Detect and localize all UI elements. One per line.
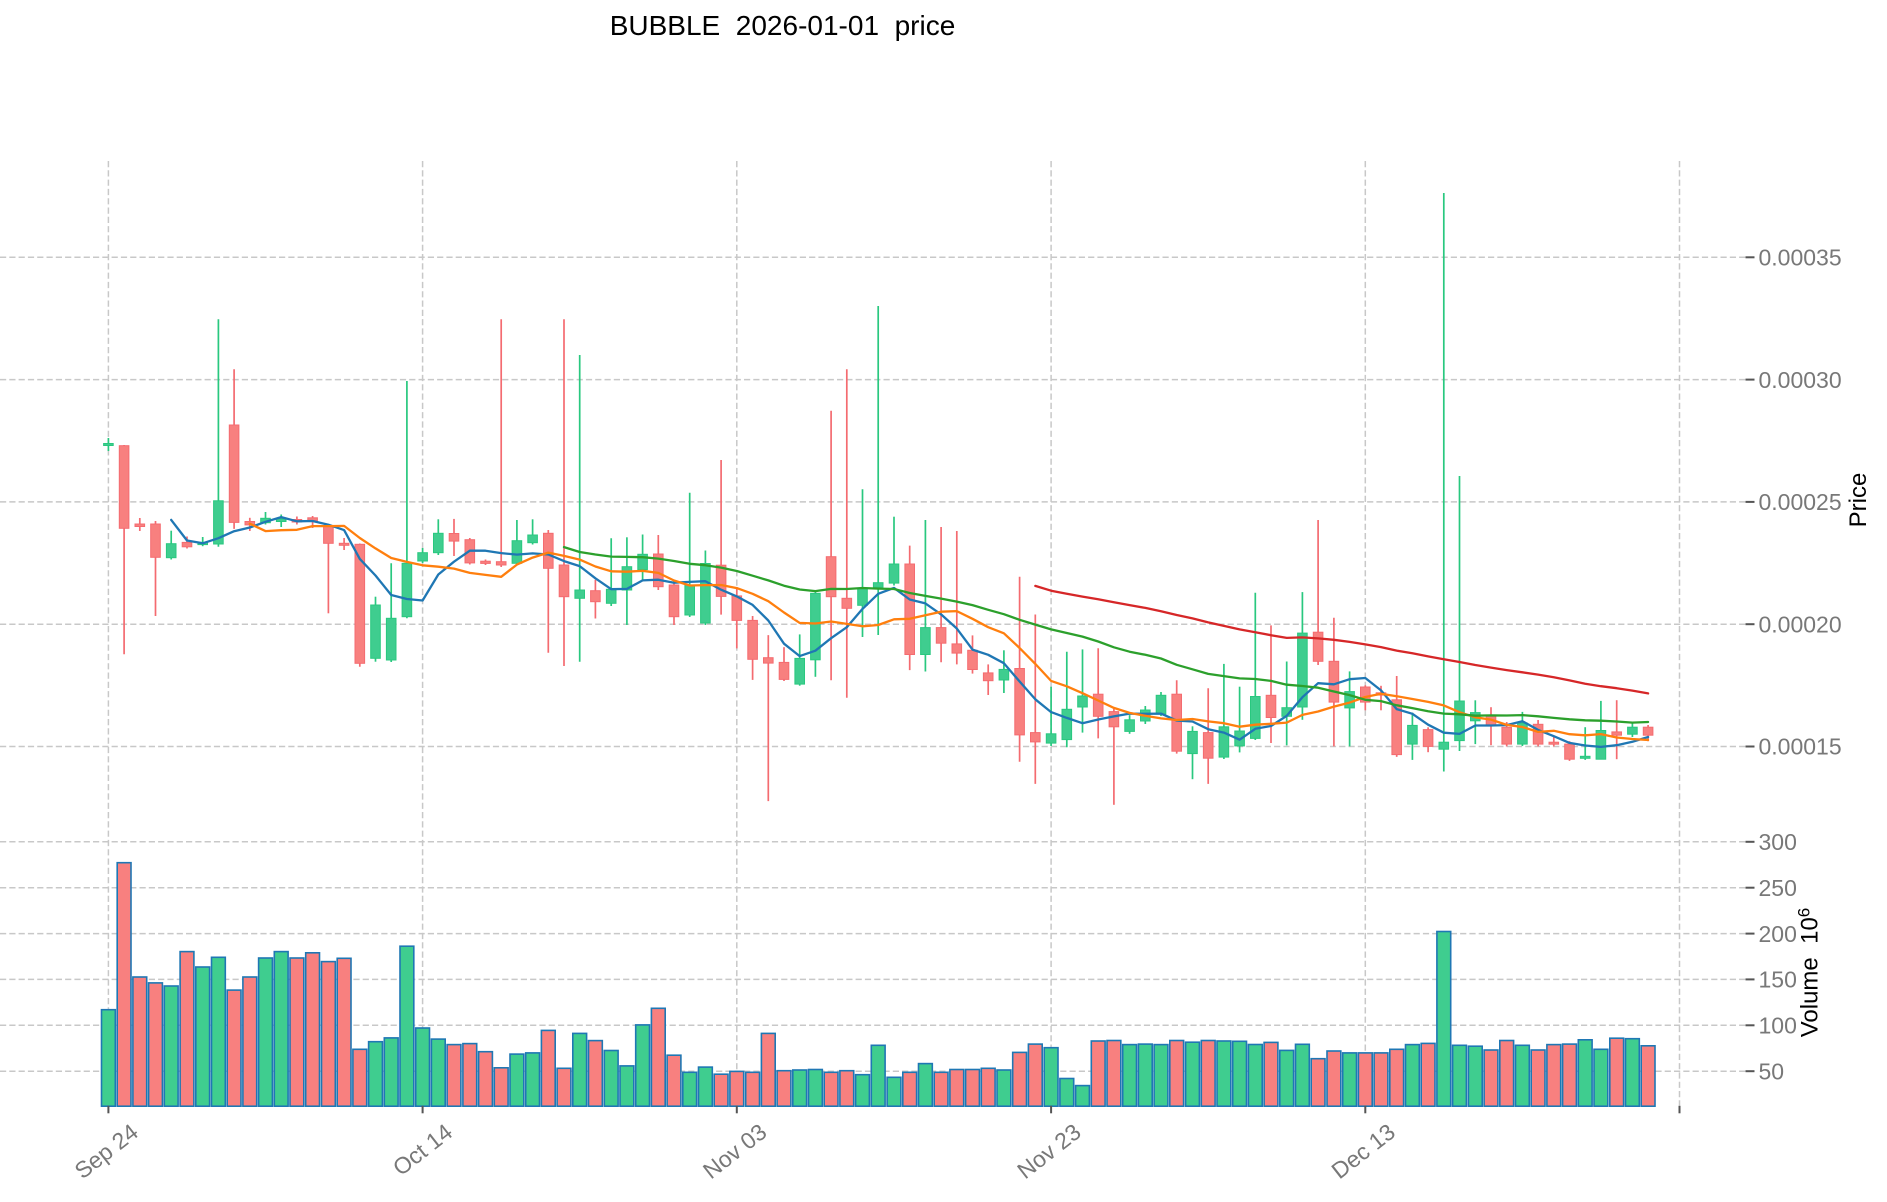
svg-text:Price: Price	[1845, 473, 1872, 528]
svg-text:Volume 106: Volume 106	[1795, 908, 1824, 1038]
svg-text:200: 200	[1759, 921, 1797, 947]
svg-text:50: 50	[1759, 1058, 1785, 1084]
svg-text:150: 150	[1759, 967, 1797, 993]
svg-text:0.00020: 0.00020	[1759, 611, 1842, 637]
svg-text:250: 250	[1759, 875, 1797, 901]
svg-text:0.00025: 0.00025	[1759, 489, 1842, 515]
svg-text:BUBBLE 2026-01-01 price: BUBBLE 2026-01-01 price	[610, 10, 956, 41]
svg-text:0.00030: 0.00030	[1759, 367, 1842, 393]
svg-text:100: 100	[1759, 1013, 1797, 1039]
svg-text:0.00035: 0.00035	[1759, 245, 1842, 271]
svg-text:0.00015: 0.00015	[1759, 734, 1842, 760]
svg-text:300: 300	[1759, 829, 1797, 855]
